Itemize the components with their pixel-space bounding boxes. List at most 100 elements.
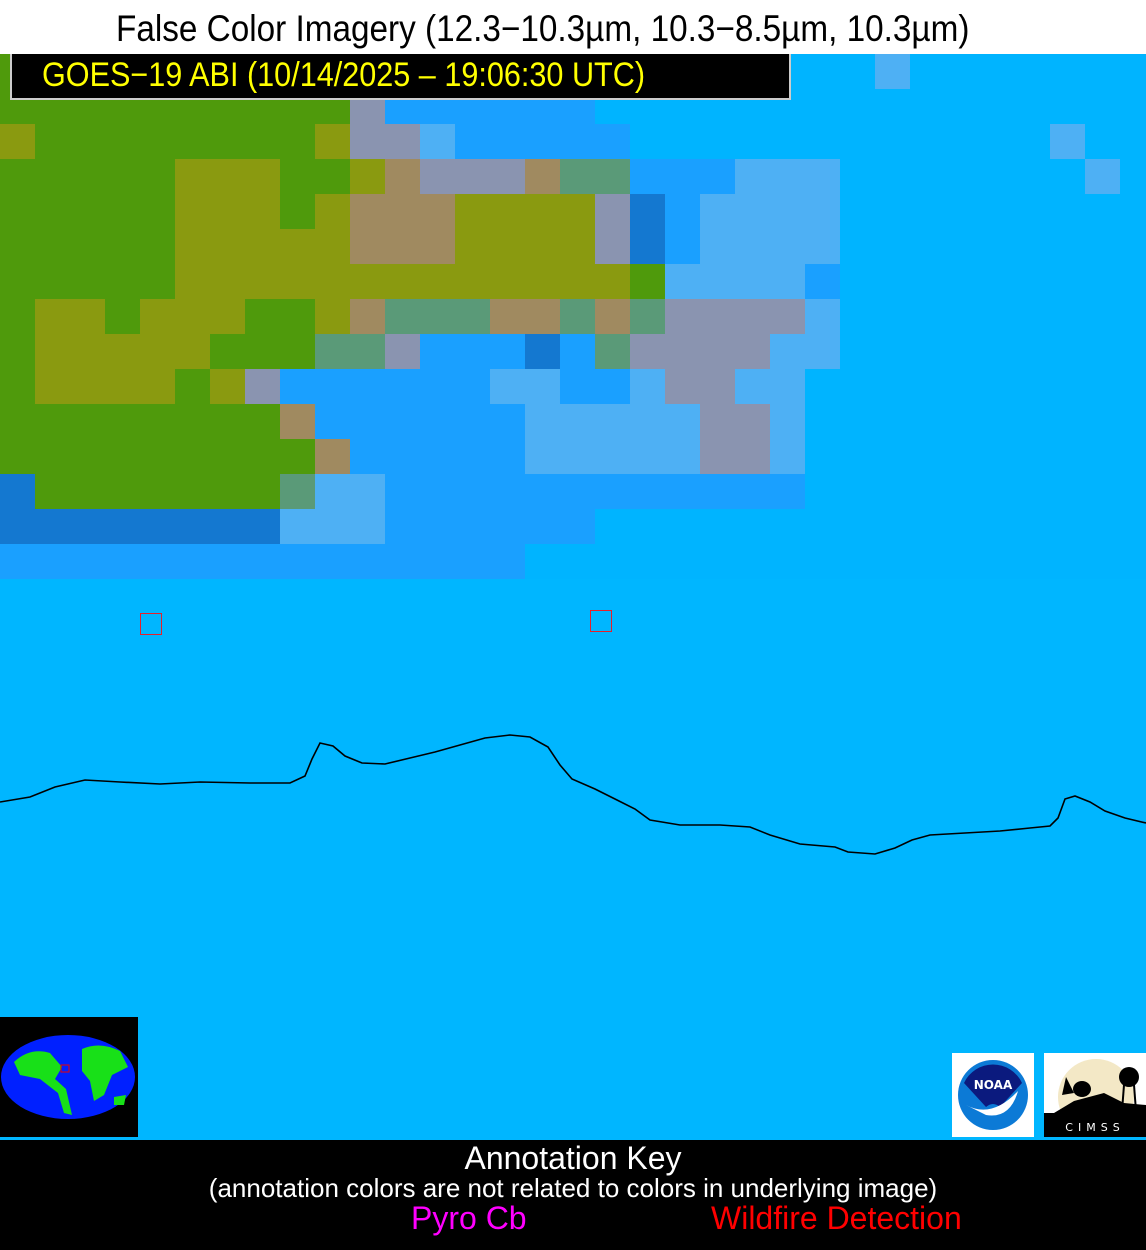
imagery-pixel xyxy=(665,159,700,194)
imagery-pixel xyxy=(315,229,350,264)
imagery-pixel xyxy=(770,474,805,509)
imagery-pixel xyxy=(910,299,945,334)
imagery-pixel xyxy=(385,334,420,369)
imagery-pixel xyxy=(630,299,665,334)
imagery-pixel xyxy=(210,474,245,509)
imagery-pixel xyxy=(1050,229,1085,264)
imagery-pixel xyxy=(0,474,35,509)
imagery-pixel xyxy=(595,404,630,439)
imagery-pixel xyxy=(210,159,245,194)
imagery-pixel xyxy=(140,404,175,439)
imagery-pixel xyxy=(175,334,210,369)
imagery-pixel xyxy=(840,194,875,229)
imagery-pixel xyxy=(350,159,385,194)
imagery-pixel xyxy=(35,404,70,439)
imagery-pixel xyxy=(910,474,945,509)
imagery-pixel xyxy=(875,299,910,334)
imagery-pixel xyxy=(245,509,280,544)
imagery-pixel xyxy=(315,299,350,334)
imagery-pixel xyxy=(595,299,630,334)
imagery-pixel xyxy=(280,439,315,474)
imagery-pixel xyxy=(105,369,140,404)
imagery-pixel xyxy=(70,369,105,404)
imagery-pixel xyxy=(420,369,455,404)
annotation-key: Annotation Key (annotation colors are no… xyxy=(0,1140,1146,1250)
imagery-pixel xyxy=(245,334,280,369)
imagery-pixel xyxy=(70,474,105,509)
subtitle: GOES−19 ABI (10/14/2025 – 19:06:30 UTC) xyxy=(42,56,646,94)
imagery-pixel xyxy=(595,334,630,369)
imagery-pixel xyxy=(945,264,980,299)
annotation-key-note: (annotation colors are not related to co… xyxy=(208,1173,938,1203)
imagery-pixel xyxy=(350,194,385,229)
imagery-pixel xyxy=(0,299,35,334)
imagery-pixel xyxy=(70,264,105,299)
imagery-pixel xyxy=(280,264,315,299)
imagery-pixel xyxy=(1085,334,1120,369)
imagery-pixel xyxy=(455,544,490,579)
imagery-pixel xyxy=(840,89,875,124)
imagery-pixel xyxy=(875,334,910,369)
imagery-pixel xyxy=(1120,159,1146,194)
imagery-pixel xyxy=(1015,439,1050,474)
imagery-pixel xyxy=(980,159,1015,194)
imagery-pixel xyxy=(840,369,875,404)
imagery-pixel xyxy=(350,264,385,299)
imagery-pixel xyxy=(245,299,280,334)
imagery-pixel xyxy=(875,474,910,509)
imagery-pixel xyxy=(105,334,140,369)
imagery-pixel xyxy=(1085,159,1120,194)
coastline-path xyxy=(0,734,1146,855)
imagery-pixel xyxy=(140,194,175,229)
imagery-pixel xyxy=(630,369,665,404)
imagery-pixel xyxy=(280,474,315,509)
imagery-pixel xyxy=(455,159,490,194)
imagery-pixel xyxy=(1050,54,1085,89)
imagery-pixel xyxy=(350,369,385,404)
imagery-pixel xyxy=(315,194,350,229)
imagery-pixel xyxy=(980,404,1015,439)
imagery-pixel xyxy=(700,229,735,264)
noaa-logo: NOAA xyxy=(952,1053,1034,1137)
imagery-pixel xyxy=(1015,89,1050,124)
imagery-pixel xyxy=(35,509,70,544)
imagery-pixel xyxy=(455,509,490,544)
imagery-pixel xyxy=(1050,544,1085,579)
imagery-pixel xyxy=(630,439,665,474)
imagery-pixel xyxy=(770,509,805,544)
imagery-pixel xyxy=(1085,544,1120,579)
imagery-pixel xyxy=(70,124,105,159)
imagery-pixel xyxy=(1050,439,1085,474)
imagery-pixel xyxy=(1050,89,1085,124)
imagery-pixel xyxy=(595,264,630,299)
imagery-pixel xyxy=(280,509,315,544)
imagery-pixel xyxy=(105,159,140,194)
imagery-pixel xyxy=(1050,124,1085,159)
imagery-pixel xyxy=(1085,509,1120,544)
imagery-pixel xyxy=(280,124,315,159)
imagery-pixel xyxy=(175,369,210,404)
imagery-pixel xyxy=(525,229,560,264)
imagery-pixel xyxy=(490,544,525,579)
imagery-pixel xyxy=(70,544,105,579)
imagery-pixel xyxy=(1015,299,1050,334)
imagery-pixel xyxy=(875,124,910,159)
imagery-pixel xyxy=(980,509,1015,544)
imagery-pixel xyxy=(1120,299,1146,334)
imagery-pixel xyxy=(980,194,1015,229)
imagery-pixel xyxy=(280,369,315,404)
imagery-pixel xyxy=(315,439,350,474)
imagery-pixel xyxy=(1015,509,1050,544)
imagery-pixel xyxy=(805,474,840,509)
imagery-pixel xyxy=(700,194,735,229)
imagery-pixel xyxy=(875,159,910,194)
imagery-pixel xyxy=(105,299,140,334)
coastline xyxy=(0,734,1146,855)
imagery-pixel xyxy=(665,404,700,439)
image-title: False Color Imagery (12.3−10.3µm, 10.3−8… xyxy=(115,8,970,49)
imagery-pixel xyxy=(350,439,385,474)
imagery-pixel xyxy=(105,544,140,579)
imagery-pixel xyxy=(560,264,595,299)
imagery-pixel xyxy=(35,264,70,299)
imagery-pixel xyxy=(560,474,595,509)
